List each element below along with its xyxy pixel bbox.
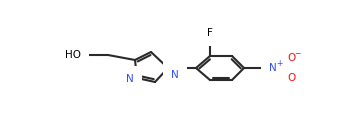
Text: +: +	[276, 59, 283, 67]
Text: O: O	[287, 73, 295, 83]
Text: −: −	[294, 49, 300, 59]
Text: HO: HO	[65, 50, 81, 60]
Text: O: O	[287, 53, 295, 63]
Text: F: F	[207, 28, 213, 38]
Text: N: N	[269, 63, 277, 73]
Text: N: N	[126, 74, 134, 84]
Text: N: N	[171, 70, 179, 80]
